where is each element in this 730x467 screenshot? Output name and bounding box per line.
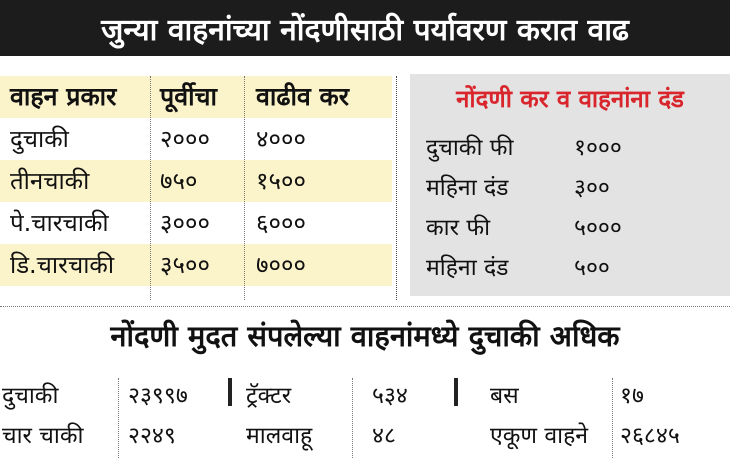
stat-label: ट्रॅक्टर (246, 383, 292, 409)
increased-tax: ४००० (256, 125, 306, 153)
previous-tax: २००० (160, 125, 210, 153)
column-divider (612, 378, 613, 458)
fee-label: दुचाकी फी (426, 135, 514, 161)
stat-value: १७ (620, 383, 644, 409)
column-divider (150, 76, 151, 300)
vehicle-type: तीनचाकी (10, 167, 90, 195)
fee-label: महिना दंड (426, 255, 509, 281)
fee-value: ५००० (574, 215, 622, 241)
increased-tax: ७००० (256, 251, 306, 279)
table-row: डि.चारचाकी ३५०० ७००० (0, 244, 392, 286)
previous-tax: ७५० (160, 167, 198, 195)
list-item: महिना दंड ५०० (410, 250, 730, 286)
fines-panel-title: नोंदणी कर व वाहनांना दंड (456, 85, 684, 113)
vehicle-type: डि.चारचाकी (10, 251, 115, 279)
fee-value: १००० (574, 135, 622, 161)
table-row: दुचाकी २००० ४००० (0, 118, 392, 160)
stat-value: २३९९७ (128, 383, 188, 409)
header-vehicle-type: वाहन प्रकार (10, 82, 117, 111)
increased-tax: ६००० (256, 209, 306, 237)
page-title: जुन्या वाहनांच्या नोंदणीसाठी पर्यावरण कर… (0, 0, 730, 56)
stat-label: मालवाहू (246, 423, 313, 449)
previous-tax: ३००० (160, 209, 210, 237)
section-divider (396, 76, 397, 300)
list-item: महिना दंड ३०० (410, 170, 730, 206)
stat-label: चार चाकी (2, 423, 84, 449)
previous-tax: ३५०० (160, 251, 210, 279)
column-divider (454, 378, 458, 406)
tax-table-header: वाहन प्रकार पूर्वीचा वाढीव कर (0, 76, 392, 118)
fee-label: महिना दंड (426, 175, 509, 201)
column-divider (244, 76, 245, 300)
column-divider (118, 378, 119, 458)
increased-tax: १५०० (256, 167, 306, 195)
subtitle: नोंदणी मुदत संपलेल्या वाहनांमध्ये दुचाकी… (110, 319, 620, 353)
fee-value: ५०० (574, 255, 610, 281)
column-divider (352, 378, 353, 458)
header-previous: पूर्वीचा (160, 82, 217, 111)
stat-label: बस (490, 383, 519, 409)
table-row: तीनचाकी ७५० १५०० (0, 160, 392, 202)
fines-panel: नोंदणी कर व वाहनांना दंड दुचाकी फी १००० … (410, 74, 730, 296)
list-item: दुचाकी फी १००० (410, 130, 730, 166)
stat-label: दुचाकी (2, 383, 59, 409)
section-divider (0, 306, 730, 307)
list-item: कार फी ५००० (410, 210, 730, 246)
tax-table: वाहन प्रकार पूर्वीचा वाढीव कर दुचाकी २००… (0, 76, 392, 286)
stat-label: एकूण वाहने (490, 423, 589, 449)
vehicle-type: दुचाकी (10, 125, 69, 153)
stat-value: २२४९ (128, 423, 176, 449)
table-row: पे.चारचाकी ३००० ६००० (0, 202, 392, 244)
column-divider (228, 378, 232, 406)
vehicle-type: पे.चारचाकी (10, 209, 109, 237)
stat-value: ४८ (372, 423, 396, 449)
header-increased: वाढीव कर (256, 82, 349, 111)
stat-value: ५३४ (372, 383, 408, 409)
fee-label: कार फी (426, 215, 491, 241)
stat-value: २६८४५ (620, 423, 680, 449)
fee-value: ३०० (574, 175, 610, 201)
